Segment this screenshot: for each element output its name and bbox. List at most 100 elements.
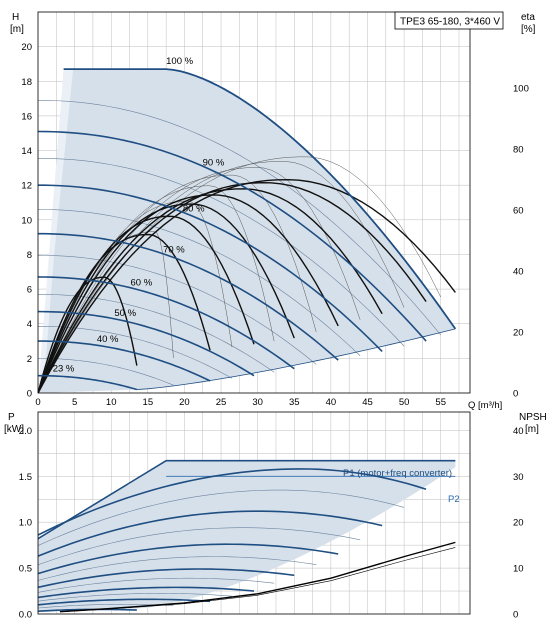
- npsh-curve: [59, 541, 456, 613]
- efficiency-curve: [38, 233, 211, 393]
- y2-axis-label-eta: eta: [521, 12, 535, 23]
- plot-frame-bottom: [37, 411, 471, 615]
- speed-curve-intermediate: [38, 358, 174, 386]
- speed-curve: [38, 184, 383, 353]
- y2-tick-label-eta: 40: [513, 267, 524, 278]
- y-tick-label-h: 14: [21, 146, 32, 157]
- speed-curve-intermediate: [38, 255, 317, 365]
- efficiency-curve-intermediate: [38, 200, 233, 393]
- y-axis-label-p-unit: [kW]: [4, 424, 24, 435]
- speed-label: 80 %: [183, 203, 205, 214]
- operating-area-head: [38, 69, 456, 393]
- y-tick-label-p: 2.0: [19, 426, 32, 437]
- chart-title: TPE3 65-180, 3*460 V: [400, 17, 500, 28]
- efficiency-curve: [38, 194, 339, 393]
- x-tick-label: 15: [143, 397, 154, 408]
- y2-tick-label-eta: 80: [513, 145, 524, 156]
- power-curve: [38, 568, 295, 589]
- speed-curve: [38, 340, 211, 382]
- efficiency-curve: [38, 182, 427, 393]
- power-curves-panel: [38, 459, 456, 613]
- speed-label: 40 %: [97, 334, 119, 345]
- y2-axis-label-eta-unit: [%]: [521, 24, 536, 35]
- operating-area-power: [38, 460, 456, 613]
- x-tick-label: 55: [435, 397, 446, 408]
- efficiency-curve: [38, 188, 383, 393]
- y-tick-label-p: 1.0: [19, 518, 32, 529]
- tick-labels: 0 5 10 15 20 25 30 35 40 45 50 55 0 2 4 6 8 10 12 14 16 18 20 0…: [19, 42, 529, 620]
- power-curve: [38, 543, 339, 575]
- y2-tick-label-npsh: 30: [513, 472, 524, 483]
- speed-label: 23 %: [53, 363, 75, 374]
- power-curve-intermediate: [38, 604, 174, 609]
- efficiency-curve-intermediate: [38, 161, 405, 393]
- y-tick-label-h: 18: [21, 77, 32, 88]
- y2-tick-label-eta: 20: [513, 328, 524, 339]
- y2-tick-label-eta: 60: [513, 206, 524, 217]
- power-curve-intermediate: [38, 593, 233, 602]
- y2-axis-label-npsh: NPSH: [519, 412, 547, 423]
- power-curve: [38, 598, 211, 606]
- y-tick-label-p: 0.0: [19, 610, 32, 621]
- x-tick-label: 0: [35, 397, 40, 408]
- plot-frames: [37, 11, 471, 615]
- speed-curve: [38, 276, 295, 370]
- speed-curve: [38, 310, 255, 377]
- speed-label: 60 %: [131, 277, 153, 288]
- power-curve: [38, 586, 255, 599]
- speed-curve: [38, 374, 138, 391]
- y-axis-label-h: H: [12, 12, 19, 23]
- y-tick-label-h: 20: [21, 42, 32, 53]
- power-curve-intermediate: [38, 577, 275, 593]
- y-axis-label-h-unit: [m]: [10, 24, 24, 35]
- y2-tick-label-eta: 100: [513, 84, 529, 95]
- y-tick-label-h: 6: [27, 285, 32, 296]
- plot-frame-top: [37, 11, 471, 394]
- speed-label: 90 %: [203, 158, 225, 169]
- title-box: [394, 11, 504, 30]
- efficiency-curve: [38, 203, 295, 393]
- x-axis-label: Q [m³/h]: [468, 400, 502, 411]
- y-tick-label-p: 0.5: [19, 564, 32, 575]
- y-tick-label-h: 10: [21, 215, 32, 226]
- y2-tick-label-npsh: 20: [513, 518, 524, 529]
- head-curves-panel: 100 % 90 % 80 % 70 % 60 % 50 % 40 % 23 %: [38, 56, 457, 393]
- y-tick-label-h: 4: [27, 319, 32, 330]
- y2-tick-label-eta: 0: [513, 389, 518, 400]
- speed-curve-intermediate: [38, 209, 361, 356]
- power-curve: [38, 468, 427, 536]
- speed-label: 100 %: [166, 56, 193, 67]
- x-tick-label: 10: [106, 397, 117, 408]
- speed-curve-intermediate: [38, 100, 441, 336]
- speed-label: 70 %: [163, 244, 185, 255]
- y-tick-label-h: 2: [27, 354, 32, 365]
- y2-tick-label-npsh: 40: [513, 426, 524, 437]
- x-tick-label: 5: [72, 397, 77, 408]
- power-curve-intermediate: [38, 489, 405, 546]
- y-tick-label-h: 0: [27, 389, 32, 400]
- power-curve-intermediate: [38, 556, 317, 581]
- p1-max-line: [38, 459, 456, 540]
- efficiency-curve: [38, 276, 138, 393]
- y2-axis-label-npsh-unit: [m]: [525, 424, 539, 435]
- x-tick-label: 40: [326, 397, 337, 408]
- speed-curve-intermediate: [38, 158, 405, 347]
- speed-curve-100: [63, 68, 457, 330]
- power-curve: [38, 510, 383, 557]
- min-curve-head: [136, 328, 456, 390]
- x-tick-label: 35: [289, 397, 300, 408]
- x-tick-label: 30: [252, 397, 263, 408]
- y2-tick-label-npsh: 10: [513, 564, 524, 575]
- speed-curve: [38, 130, 427, 342]
- y-tick-label-h: 8: [27, 250, 32, 261]
- speed-label: 50 %: [114, 308, 136, 319]
- y-axis-label-p: P: [8, 412, 15, 423]
- y-tick-label-h: 16: [21, 111, 32, 122]
- x-tick-label: 20: [179, 397, 190, 408]
- npsh-curve-thin: [59, 547, 456, 613]
- y-tick-label-p: 1.5: [19, 472, 32, 483]
- x-tick-label: 25: [216, 397, 227, 408]
- legend-p2: P2: [448, 494, 460, 505]
- efficiency-curve: [38, 215, 255, 393]
